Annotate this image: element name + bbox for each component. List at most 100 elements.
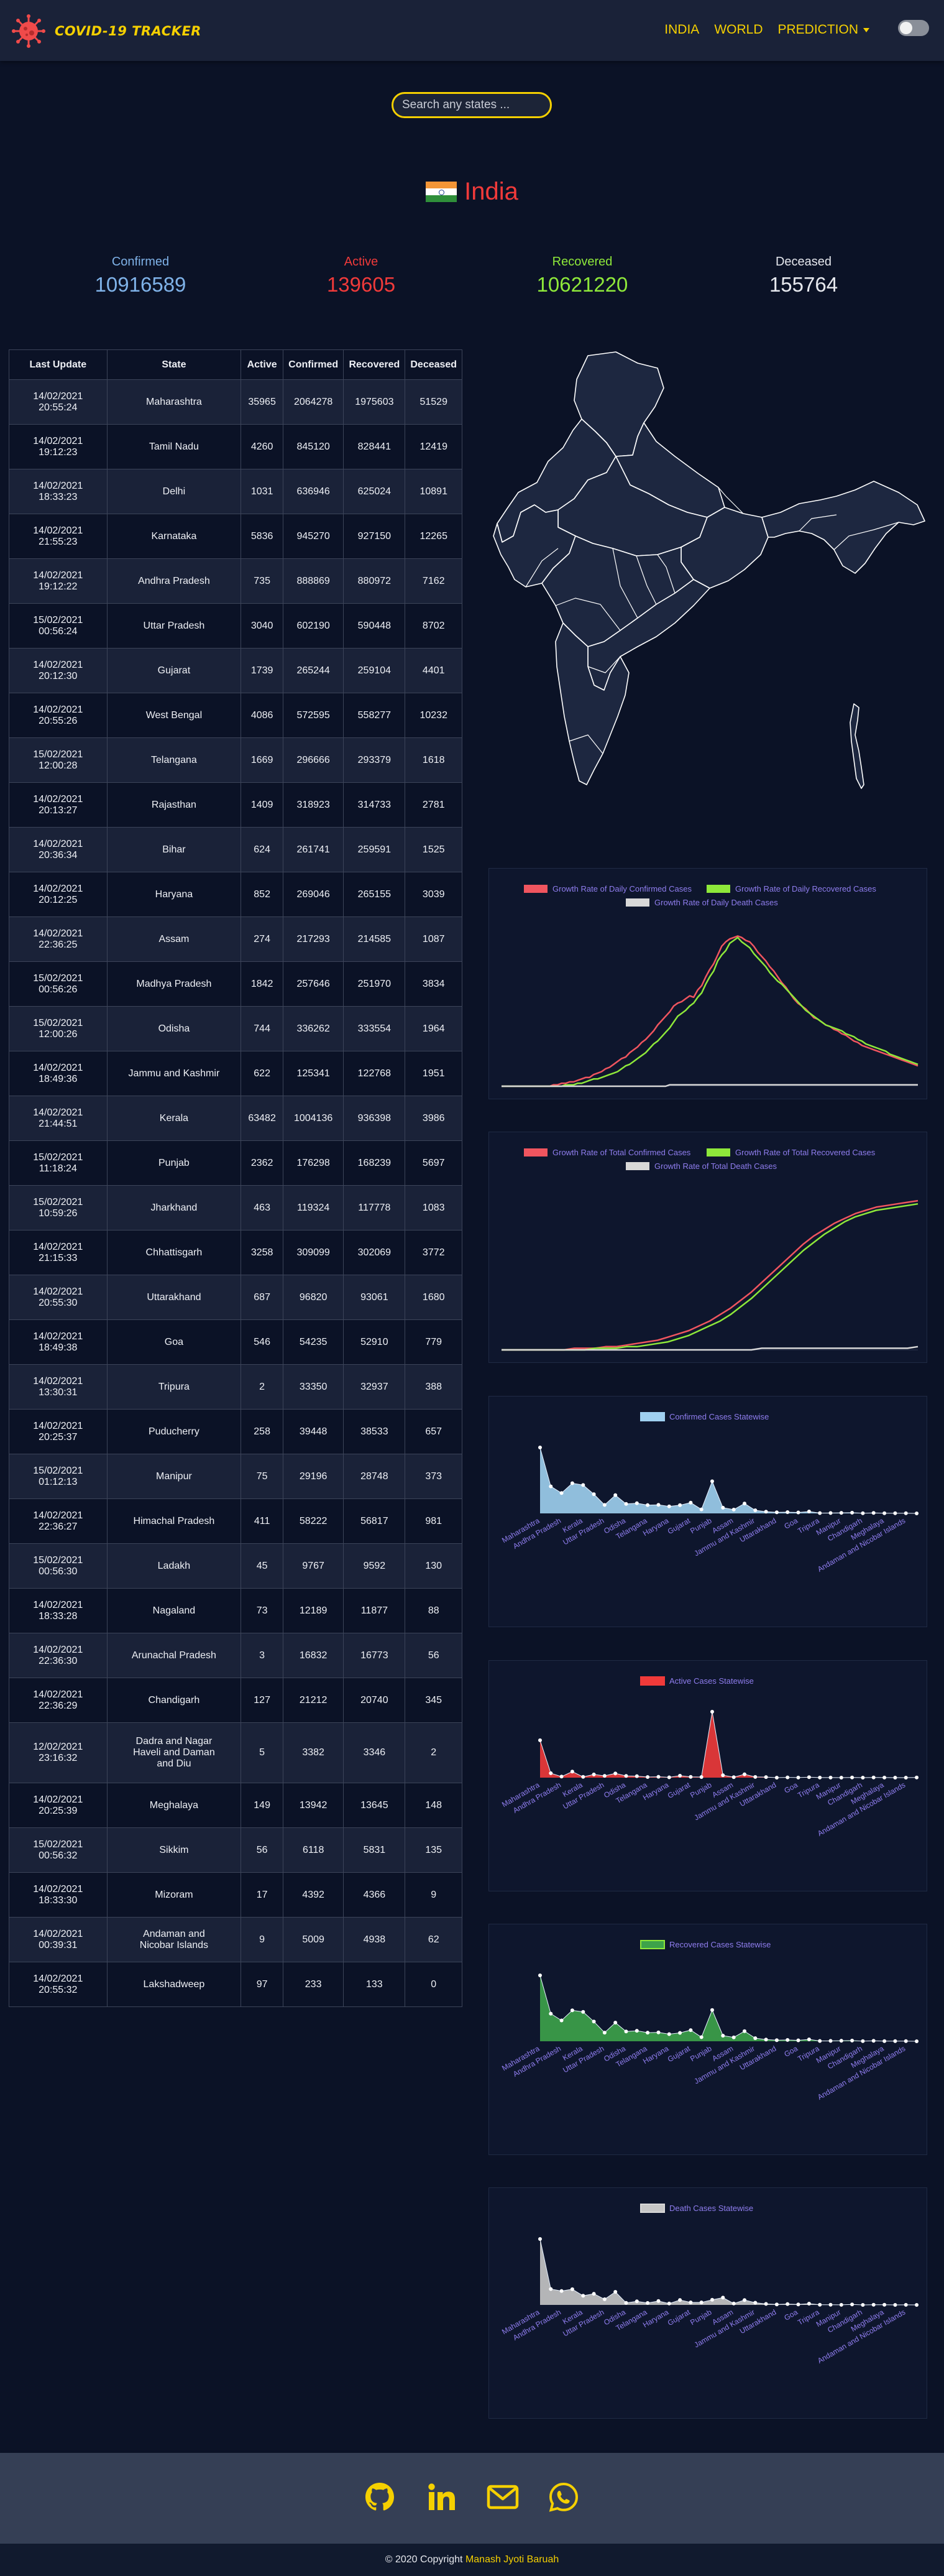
data-point[interactable] <box>570 2287 574 2291</box>
data-point[interactable] <box>656 1775 661 1779</box>
legend-label[interactable]: Recovered Cases Statewise <box>669 1940 771 1949</box>
col-confirmed[interactable]: Confirmed <box>283 349 344 380</box>
data-point[interactable] <box>699 1507 703 1512</box>
legend-swatch[interactable] <box>524 885 548 893</box>
table-row[interactable]: 14/02/2021 18:49:38 Goa 546 54235 52910 779 <box>9 1319 462 1365</box>
data-point[interactable] <box>731 1507 736 1512</box>
data-point[interactable] <box>774 2038 779 2043</box>
data-point[interactable] <box>731 1775 736 1780</box>
legend-label[interactable]: Growth Rate of Daily Death Cases <box>654 898 778 907</box>
data-point[interactable] <box>635 1501 639 1505</box>
data-point[interactable] <box>613 2290 618 2294</box>
table-row[interactable]: 14/02/2021 22:36:25 Assam 274 217293 214585 1… <box>9 916 462 962</box>
data-point[interactable] <box>538 1738 542 1742</box>
data-point[interactable] <box>624 1502 628 1506</box>
data-point[interactable] <box>592 2020 596 2024</box>
mail-icon[interactable] <box>486 2481 520 2513</box>
data-point[interactable] <box>743 2029 746 2033</box>
india-map-svg[interactable] <box>488 349 930 856</box>
data-point[interactable] <box>581 1483 585 1487</box>
table-row[interactable]: 15/02/2021 00:56:30 Ladakh 45 9767 9592 130 <box>9 1543 462 1589</box>
legend-label[interactable]: Active Cases Statewise <box>669 1676 754 1686</box>
data-point[interactable] <box>861 2303 865 2307</box>
data-point[interactable] <box>753 2301 758 2305</box>
table-row[interactable]: 14/02/2021 13:30:31 Tripura 2 33350 32937 388 <box>9 1364 462 1410</box>
table-row[interactable]: 14/02/2021 22:36:27 Himachal Pradesh 411 58… <box>9 1498 462 1544</box>
data-point[interactable] <box>786 2302 790 2306</box>
data-point[interactable] <box>549 1771 553 1775</box>
data-point[interactable] <box>915 1512 919 1515</box>
legend-swatch[interactable] <box>640 2204 665 2213</box>
data-point[interactable] <box>635 1774 639 1778</box>
data-point[interactable] <box>904 1511 908 1515</box>
data-point[interactable] <box>839 1511 843 1515</box>
col-deceased[interactable]: Deceased <box>405 349 462 380</box>
table-row[interactable]: 14/02/2021 20:55:30 Uttarakhand 687 96820 93… <box>9 1275 462 1320</box>
table-row[interactable]: 14/02/2021 18:33:23 Delhi 1031 636946 625024… <box>9 469 462 514</box>
map-region-islands[interactable] <box>850 703 864 789</box>
data-point[interactable] <box>689 1500 693 1505</box>
data-point[interactable] <box>764 1510 768 1514</box>
author-link[interactable]: Manash Jyoti Baruah <box>465 2554 559 2565</box>
data-point[interactable] <box>721 1505 725 1510</box>
data-point[interactable] <box>915 2303 919 2307</box>
data-point[interactable] <box>774 1510 779 1515</box>
data-point[interactable] <box>613 1493 618 1497</box>
data-point[interactable] <box>743 1502 746 1506</box>
data-point[interactable] <box>570 1481 574 1485</box>
table-row[interactable]: 15/02/2021 00:56:32 Sikkim 56 6118 5831 135 <box>9 1827 462 1873</box>
table-row[interactable]: 15/02/2021 10:59:26 Jharkhand 463 119324 117… <box>9 1185 462 1230</box>
table-row[interactable]: 14/02/2021 20:25:39 Meghalaya 149 13942 1364… <box>9 1783 462 1828</box>
data-point[interactable] <box>581 2294 585 2298</box>
table-row[interactable]: 14/02/2021 20:55:32 Lakshadweep 97 233 133 0 <box>9 1962 462 2007</box>
data-point[interactable] <box>786 2038 790 2042</box>
table-row[interactable]: 14/02/2021 20:12:25 Haryana 852 269046 26515… <box>9 872 462 917</box>
table-row[interactable]: 14/02/2021 22:36:29 Chandigarh 127 21212 207… <box>9 1678 462 1723</box>
col-last-update[interactable]: Last Update <box>9 349 108 380</box>
data-point[interactable] <box>613 1771 618 1776</box>
data-point[interactable] <box>796 2302 800 2307</box>
map-region-northeast[interactable] <box>761 481 925 574</box>
state-search-input[interactable] <box>392 92 552 118</box>
data-point[interactable] <box>710 1479 714 1484</box>
data-point[interactable] <box>904 2039 908 2043</box>
legend-label[interactable]: Growth Rate of Total Confirmed Cases <box>552 1148 691 1157</box>
data-point[interactable] <box>828 2302 833 2307</box>
data-point[interactable] <box>796 1775 800 1780</box>
data-point[interactable] <box>602 2297 607 2301</box>
data-point[interactable] <box>646 1503 650 1507</box>
data-point[interactable] <box>731 2035 736 2039</box>
data-point[interactable] <box>807 1775 811 1780</box>
data-point[interactable] <box>839 2039 843 2043</box>
data-point[interactable] <box>592 2292 596 2296</box>
data-point[interactable] <box>678 2031 682 2035</box>
data-point[interactable] <box>678 2298 682 2302</box>
data-point[interactable] <box>818 1775 822 1780</box>
india-map[interactable] <box>488 349 930 856</box>
table-row[interactable]: 14/02/2021 19:12:23 Tamil Nadu 4260 845120 8… <box>9 424 462 469</box>
table-row[interactable]: 14/02/2021 20:25:37 Puducherry 258 39448 385… <box>9 1409 462 1454</box>
data-point[interactable] <box>646 2301 650 2305</box>
data-point[interactable] <box>635 2029 639 2033</box>
data-point[interactable] <box>882 2039 887 2043</box>
table-row[interactable]: 15/02/2021 11:18:24 Punjab 2362 176298 16823… <box>9 1140 462 1186</box>
data-point[interactable] <box>764 1775 768 1780</box>
data-point[interactable] <box>592 1772 596 1776</box>
legend-swatch[interactable] <box>640 1412 665 1421</box>
legend-swatch[interactable] <box>640 1940 665 1949</box>
nav-prediction-dropdown[interactable]: PREDICTION <box>777 22 869 37</box>
data-point[interactable] <box>721 2034 725 2038</box>
table-row[interactable]: 14/02/2021 21:15:33 Chhattisgarh 3258 30909… <box>9 1230 462 1275</box>
col-state[interactable]: State <box>106 349 242 380</box>
data-point[interactable] <box>656 2299 661 2303</box>
data-point[interactable] <box>839 2302 843 2307</box>
data-point[interactable] <box>699 2035 703 2039</box>
data-point[interactable] <box>538 1446 542 1449</box>
data-point[interactable] <box>549 2287 553 2291</box>
table-row[interactable]: 14/02/2021 21:55:23 Karnataka 5836 945270 92… <box>9 514 462 559</box>
github-icon[interactable] <box>364 2481 395 2513</box>
data-point[interactable] <box>882 1775 887 1780</box>
data-point[interactable] <box>796 2038 800 2043</box>
data-point[interactable] <box>882 1511 887 1515</box>
data-point[interactable] <box>774 2302 779 2307</box>
